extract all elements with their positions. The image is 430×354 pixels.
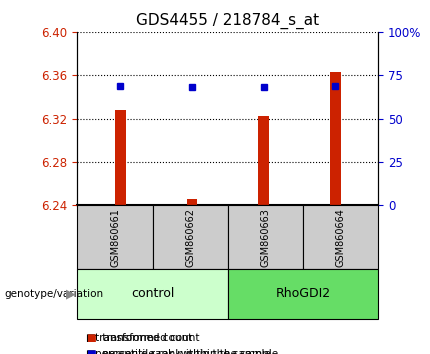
Title: GDS4455 / 218784_s_at: GDS4455 / 218784_s_at — [136, 13, 319, 29]
Text: GSM860664: GSM860664 — [336, 208, 346, 267]
Text: ■  percentile rank within the sample: ■ percentile rank within the sample — [86, 349, 278, 354]
Text: ■: ■ — [86, 349, 96, 354]
Text: control: control — [131, 287, 174, 300]
Text: GSM860663: GSM860663 — [261, 208, 270, 267]
Text: ■  transformed count: ■ transformed count — [86, 333, 200, 343]
Bar — [330, 72, 341, 205]
Text: ■: ■ — [86, 333, 96, 343]
Text: percentile rank within the sample: percentile rank within the sample — [95, 349, 271, 354]
Text: ▶: ▶ — [66, 287, 76, 300]
Text: transformed count: transformed count — [95, 333, 193, 343]
Bar — [115, 110, 126, 205]
Bar — [258, 116, 269, 205]
Bar — [187, 199, 197, 205]
Text: RhoGDI2: RhoGDI2 — [276, 287, 331, 300]
Text: genotype/variation: genotype/variation — [4, 289, 104, 299]
Text: GSM860662: GSM860662 — [185, 208, 195, 267]
Text: GSM860661: GSM860661 — [110, 208, 120, 267]
